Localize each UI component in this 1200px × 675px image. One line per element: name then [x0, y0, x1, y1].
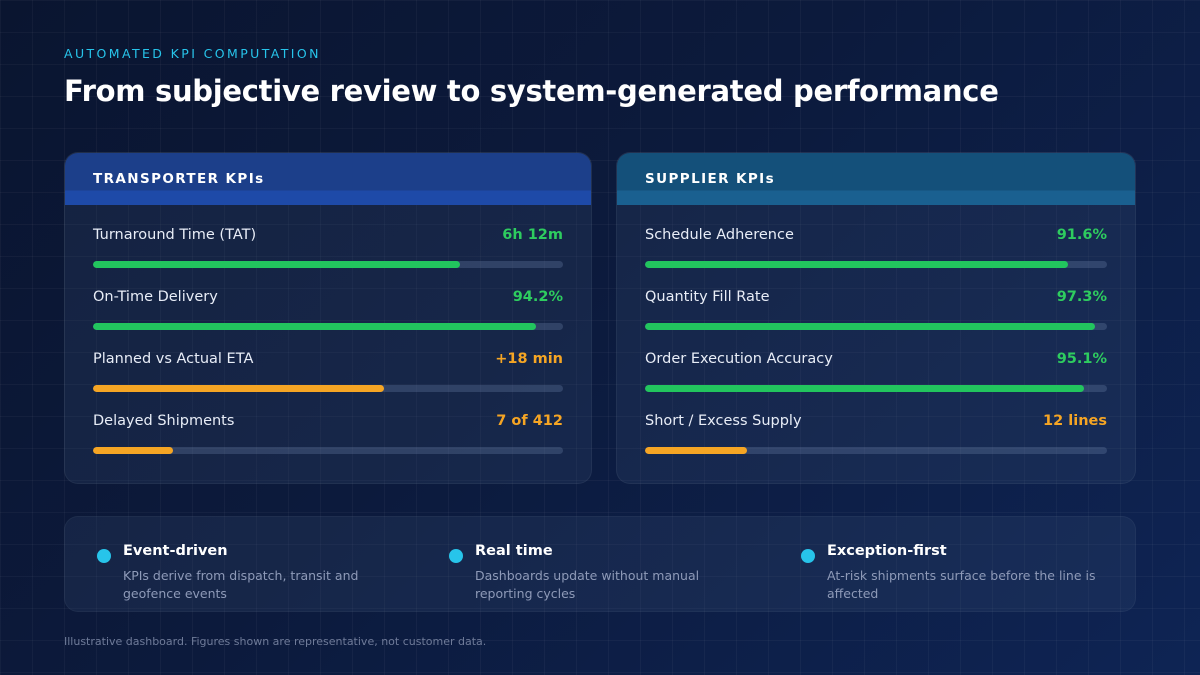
kpi-bar-fill — [645, 447, 747, 454]
kpi-bar-track — [93, 323, 563, 330]
bullet-dot-icon — [449, 549, 463, 563]
kpi-item: Order Execution Accuracy 95.1% — [645, 351, 1107, 413]
kpi-bar-track — [93, 385, 563, 392]
supplier-kpi-card: SUPPLIER KPIs Schedule Adherence 91.6% Q… — [616, 152, 1136, 484]
kpi-bar-fill — [93, 323, 536, 330]
kpi-label: Short / Excess Supply — [645, 413, 802, 429]
feature-strip: Event-driven KPIs derive from dispatch, … — [64, 516, 1136, 612]
kpi-value: 97.3% — [1056, 289, 1107, 305]
transporter-card-header: TRANSPORTER KPIs — [65, 153, 591, 205]
bullet-dot-icon — [97, 549, 111, 563]
kpi-label: On-Time Delivery — [93, 289, 218, 305]
kpi-value: 94.2% — [512, 289, 563, 305]
kpi-value: 91.6% — [1056, 227, 1107, 243]
kpi-bar-track — [93, 261, 563, 268]
kpi-value: 7 of 412 — [496, 413, 563, 429]
kpi-bar-fill — [93, 385, 385, 392]
supplier-kpi-list: Schedule Adherence 91.6% Quantity Fill R… — [617, 205, 1135, 475]
kpi-bar-track — [645, 447, 1107, 454]
kpi-label: Schedule Adherence — [645, 227, 794, 243]
kpi-bar-fill — [645, 261, 1069, 268]
feature-title: Event-driven — [123, 543, 228, 559]
kpi-item: Schedule Adherence 91.6% — [645, 227, 1107, 289]
kpi-item: On-Time Delivery 94.2% — [93, 289, 563, 351]
kpi-bar-track — [645, 323, 1107, 330]
eyebrow: AUTOMATED KPI COMPUTATION — [64, 46, 321, 61]
feature-description: At-risk shipments surface before the lin… — [827, 568, 1096, 601]
kpi-label: Turnaround Time (TAT) — [93, 227, 257, 243]
kpi-value: 6h 12m — [502, 227, 563, 243]
kpi-label: Quantity Fill Rate — [645, 289, 770, 305]
feature-title: Real time — [475, 543, 553, 559]
kpi-label: Planned vs Actual ETA — [93, 351, 254, 367]
bullet-dot-icon — [801, 549, 815, 563]
kpi-item: Delayed Shipments 7 of 412 — [93, 413, 563, 475]
kpi-value: +18 min — [495, 351, 563, 367]
page-title: From subjective review to system-generat… — [64, 74, 999, 108]
kpi-label: Order Execution Accuracy — [645, 351, 833, 367]
transporter-kpi-list: Turnaround Time (TAT) 6h 12m On-Time Del… — [65, 205, 591, 475]
feature-title: Exception-first — [827, 543, 947, 559]
kpi-bar-fill — [93, 447, 173, 454]
kpi-item: Short / Excess Supply 12 lines — [645, 413, 1107, 475]
kpi-item: Turnaround Time (TAT) 6h 12m — [93, 227, 563, 289]
kpi-bar-track — [93, 447, 563, 454]
feature-description: KPIs derive from dispatch, transit and g… — [123, 568, 359, 601]
kpi-item: Planned vs Actual ETA +18 min — [93, 351, 563, 413]
supplier-card-header: SUPPLIER KPIs — [617, 153, 1135, 205]
kpi-bar-track — [645, 385, 1107, 392]
kpi-value: 12 lines — [1043, 413, 1107, 429]
kpi-item: Quantity Fill Rate 97.3% — [645, 289, 1107, 351]
kpi-bar-track — [645, 261, 1107, 268]
kpi-bar-fill — [93, 261, 460, 268]
kpi-bar-fill — [645, 323, 1095, 330]
kpi-label: Delayed Shipments — [93, 413, 235, 429]
kpi-value: 95.1% — [1056, 351, 1107, 367]
transporter-kpi-card: TRANSPORTER KPIs Turnaround Time (TAT) 6… — [64, 152, 592, 484]
footnote: Illustrative dashboard. Figures shown ar… — [64, 635, 487, 648]
kpi-bar-fill — [645, 385, 1085, 392]
feature-description: Dashboards update without manual reporti… — [475, 568, 700, 601]
